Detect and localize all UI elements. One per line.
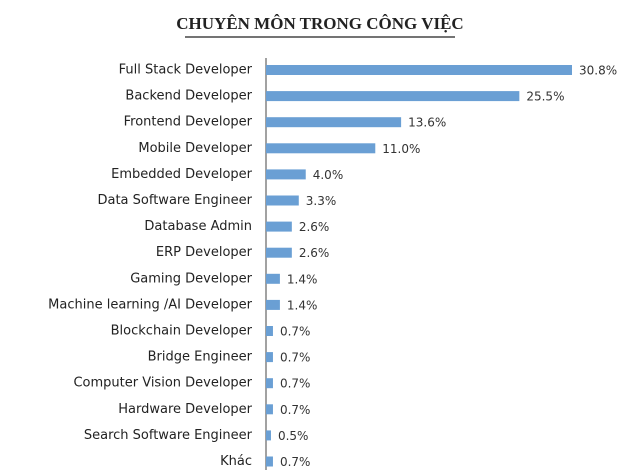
value-label: 0.7% [280,377,311,391]
bar [266,91,520,102]
value-label: 0.5% [278,429,309,443]
bar [266,430,271,441]
bar [266,352,273,363]
bar [266,143,376,154]
value-label: 13.6% [408,116,446,130]
bar [266,378,273,389]
bar [266,195,299,206]
value-label: 0.7% [280,325,311,339]
bar [266,326,273,336]
chart-title: CHUYÊN MÔN TRONG CÔNG VIỆC [176,14,463,33]
bar [266,273,280,284]
bar [266,117,402,128]
value-label: 2.6% [299,246,330,260]
category-label: Hardware Developer [118,402,252,417]
bar [266,247,292,258]
value-label: 3.3% [306,194,337,208]
category-label: Mobile Developer [138,141,252,156]
category-label: Blockchain Developer [111,324,253,339]
bar [266,404,273,415]
category-label: Backend Developer [125,89,252,104]
category-label: Search Software Engineer [84,428,253,443]
value-label: 25.5% [526,90,564,104]
category-label: Khác [220,454,252,469]
category-label: Full Stack Developer [119,63,253,78]
bar [266,169,306,180]
value-label: 0.7% [280,403,311,417]
category-label: Frontend Developer [124,115,253,130]
category-label: Computer Vision Developer [73,376,252,391]
value-label: 30.8% [579,64,617,78]
category-label: Gaming Developer [130,271,252,286]
value-label: 11.0% [382,142,420,156]
value-label: 0.7% [280,351,311,365]
category-label: Machine learning /AI Developer [48,297,252,312]
value-label: 0.7% [280,455,311,469]
value-label: 2.6% [299,220,330,234]
category-label: Embedded Developer [111,167,253,182]
bar [266,221,292,232]
value-label: 1.4% [287,298,318,312]
category-label: Data Software Engineer [97,193,252,208]
value-label: 4.0% [313,168,344,182]
value-label: 1.4% [287,272,318,286]
bar [266,456,273,467]
bar [266,299,280,310]
category-label: ERP Developer [156,245,253,260]
category-label: Bridge Engineer [148,350,253,365]
bar [266,65,572,75]
category-label: Database Admin [144,219,252,234]
